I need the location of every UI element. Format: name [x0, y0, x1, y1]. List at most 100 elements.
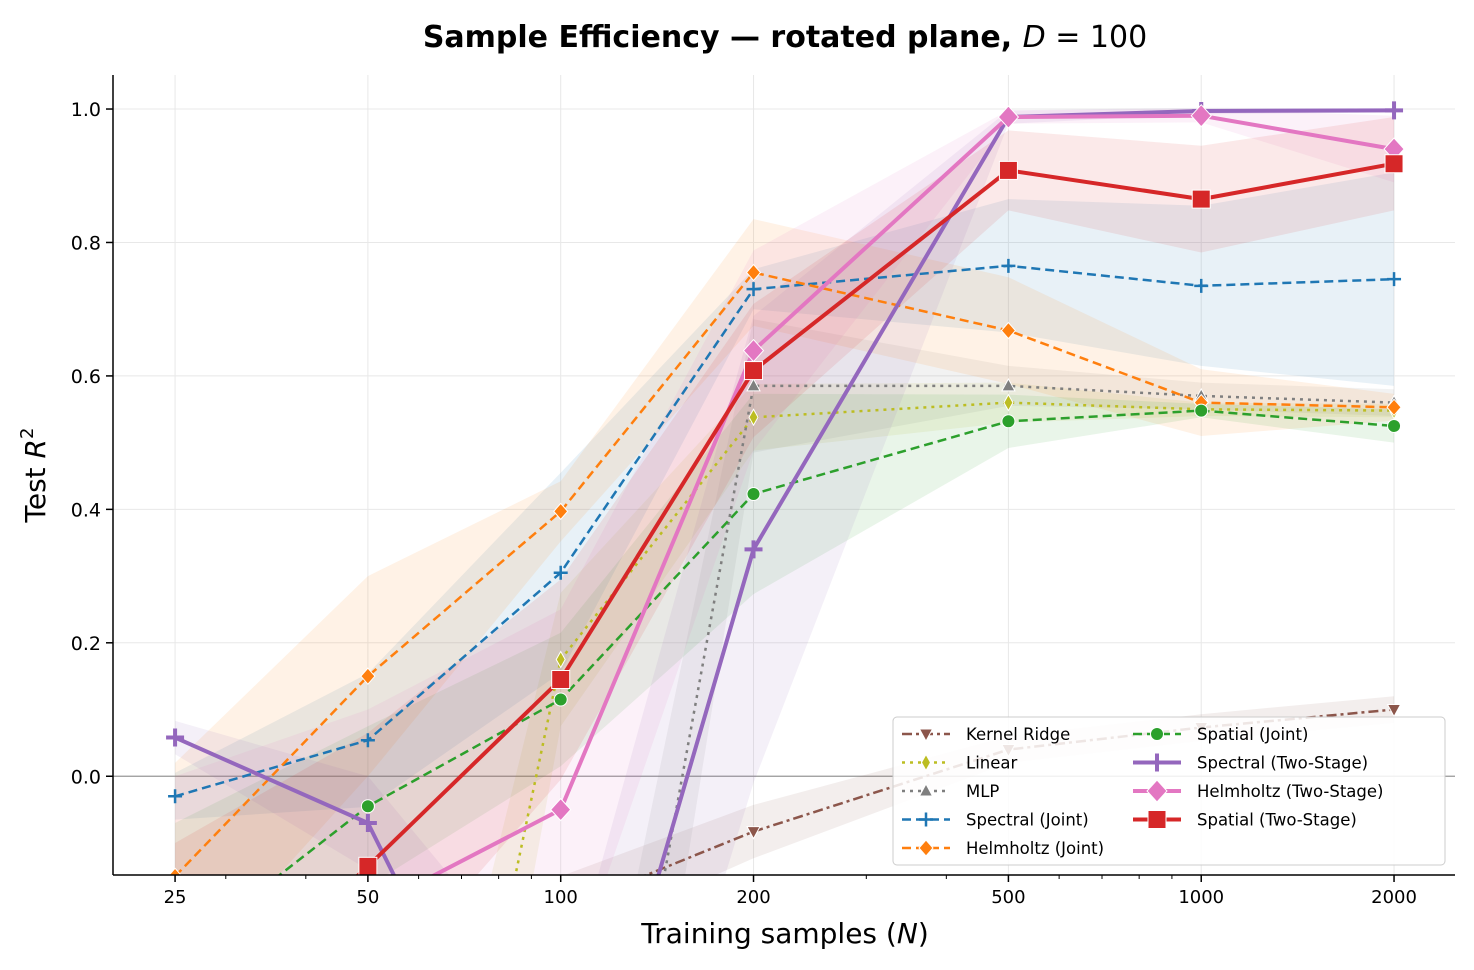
- legend-label: Helmholtz (Joint): [966, 839, 1104, 858]
- legend-marker: [1146, 779, 1168, 803]
- chart-title: Sample Efficiency — rotated plane, D = 1…: [423, 20, 1147, 55]
- data-point: [550, 797, 572, 822]
- error-band: [175, 393, 1394, 875]
- legend-label: Spatial (Joint): [1197, 725, 1308, 744]
- legend-marker: [920, 753, 932, 772]
- series: [168, 258, 1402, 804]
- x-tick-label: 1000: [1178, 887, 1224, 908]
- series-line: [514, 401, 1395, 875]
- series: [430, 103, 1405, 875]
- data-point: [746, 377, 761, 392]
- data-point: [997, 105, 1020, 129]
- y-tick-label: 0.4: [71, 499, 101, 521]
- x-tick-label: 25: [164, 887, 187, 908]
- data-point: [1190, 103, 1212, 128]
- chart-title-variable: D: [1023, 20, 1046, 55]
- data-point: [1000, 321, 1017, 340]
- data-point: [360, 733, 375, 748]
- data-point: [553, 502, 569, 521]
- legend-entry: Spectral (Two-Stage): [1133, 753, 1368, 773]
- legend-marker: [918, 839, 934, 857]
- data-point: [1001, 377, 1016, 392]
- legend-entry: Spatial (Two-Stage): [1133, 810, 1357, 830]
- chart-title-prefix: Sample Efficiency — rotated plane,: [423, 20, 1023, 55]
- data-point: [744, 540, 763, 559]
- axes: 25 50 100 200 500 1000 2000 0.0 0.2 0.4 0.6 0.8 1.0: [71, 75, 1455, 908]
- x-tick-label: 50: [356, 887, 379, 908]
- legend-entry: Spectral (Joint): [902, 811, 1089, 830]
- legend-label: MLP: [966, 782, 999, 801]
- legend-entry: Helmholtz (Two-Stage): [1133, 779, 1383, 803]
- data-point: [1001, 414, 1016, 429]
- y-tick-label: 0.6: [71, 366, 101, 388]
- data-point: [748, 408, 759, 427]
- legend-entry: Linear: [902, 753, 1017, 773]
- legend-entry: Spatial (Joint): [1133, 725, 1308, 744]
- error-band: [175, 117, 1394, 875]
- data-point: [745, 263, 762, 282]
- x-tick-label: 500: [991, 887, 1025, 908]
- legend-entry: MLP: [902, 782, 999, 801]
- error-band: [175, 107, 1394, 875]
- data-point: [1386, 704, 1402, 718]
- legend-marker: [1150, 727, 1164, 741]
- legend-entry: Kernel Ridge: [902, 725, 1070, 744]
- data-point: [1191, 189, 1211, 209]
- x-tick-label: 2000: [1371, 887, 1417, 908]
- data-point: [360, 667, 376, 685]
- legend: Kernel Ridge Linear MLP Spectral (Joint) Hel…: [892, 716, 1446, 866]
- legend-marker: [918, 782, 934, 797]
- legend-label: Linear: [966, 754, 1017, 773]
- y-tick-label: 0.8: [71, 232, 101, 254]
- legend-label: Spectral (Joint): [966, 811, 1089, 830]
- data-point: [1194, 278, 1209, 293]
- x-tick-label: 200: [736, 887, 770, 908]
- error-band: [175, 219, 1394, 875]
- data-point: [1387, 272, 1402, 287]
- data-point: [166, 728, 185, 747]
- x-axis-label: Training samples (N): [640, 917, 929, 950]
- series-line: [430, 113, 1395, 875]
- legend-marker: [918, 728, 934, 743]
- y-tick-label: 0.2: [71, 633, 101, 655]
- data-point: [360, 799, 375, 814]
- y-tick-label: 0.0: [71, 766, 101, 788]
- data-point: [1001, 258, 1016, 273]
- chart-title-value: = 100: [1046, 20, 1147, 55]
- legend-label: Spatial (Two-Stage): [1197, 811, 1357, 830]
- y-axis-label: Test R2: [17, 428, 52, 524]
- x-tick-label: 100: [544, 887, 578, 908]
- legend-marker: [919, 812, 933, 827]
- data-point: [553, 565, 568, 580]
- data-point: [1387, 418, 1402, 433]
- data-point: [998, 160, 1018, 180]
- data-point: [746, 826, 761, 840]
- data-point: [1003, 393, 1014, 412]
- data-point: [553, 692, 568, 707]
- legend-label: Kernel Ridge: [966, 725, 1070, 744]
- legend-entry: Helmholtz (Joint): [902, 839, 1104, 858]
- legend-marker: [1147, 810, 1167, 829]
- data-point: [358, 856, 378, 875]
- data-point: [358, 813, 377, 832]
- data-point: [1385, 101, 1404, 120]
- data-point: [746, 487, 761, 502]
- data-point: [555, 650, 566, 669]
- error-band: [175, 109, 1394, 875]
- legend-label: Helmholtz (Two-Stage): [1197, 782, 1383, 801]
- data-point: [1194, 403, 1209, 418]
- data-point: [1386, 398, 1402, 417]
- error-band: [175, 172, 1395, 820]
- data-point: [746, 282, 761, 297]
- y-tick-label: 1.0: [71, 99, 101, 121]
- data-point: [168, 867, 182, 875]
- data-point: [744, 361, 764, 381]
- series: [355, 154, 1404, 875]
- legend-marker: [1148, 753, 1166, 772]
- series: [277, 403, 1402, 875]
- legend-label: Spectral (Two-Stage): [1197, 754, 1368, 773]
- data-point: [168, 789, 183, 804]
- data-point: [551, 670, 571, 690]
- data-point: [1384, 154, 1404, 174]
